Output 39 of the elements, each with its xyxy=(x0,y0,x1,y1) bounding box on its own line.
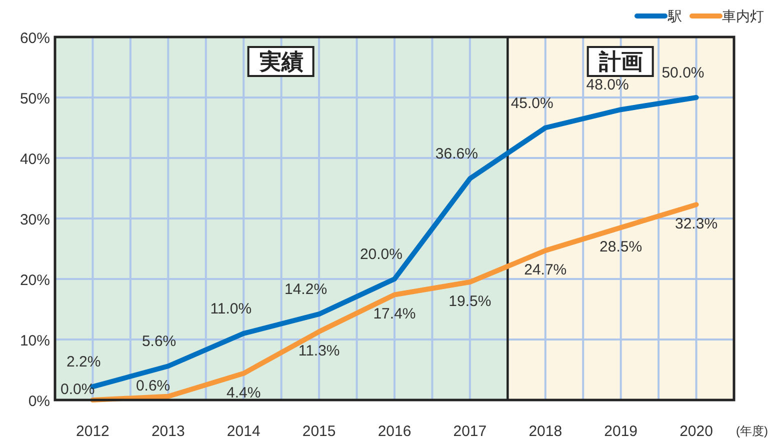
data-label: 14.2% xyxy=(284,281,328,298)
band-label: 実績 xyxy=(258,49,304,74)
legend-label: 駅 xyxy=(667,8,682,24)
y-tick-label: 60% xyxy=(20,30,50,47)
data-label: 0.0% xyxy=(60,381,95,398)
x-tick-label: 2014 xyxy=(226,423,260,438)
x-axis-title: (年度) xyxy=(736,424,768,438)
band-label: 計画 xyxy=(598,49,643,74)
y-tick-label: 50% xyxy=(20,90,50,108)
data-label: 0.6% xyxy=(136,377,170,394)
x-tick-label: 2015 xyxy=(302,423,336,438)
data-label: 28.5% xyxy=(600,238,642,256)
data-label: 36.6% xyxy=(435,146,478,163)
y-tick-label: 0% xyxy=(28,393,50,410)
data-label: 19.5% xyxy=(448,293,492,310)
legend-label: 車内灯 xyxy=(722,8,764,24)
data-label: 48.0% xyxy=(586,76,629,94)
y-tick-label: 40% xyxy=(20,151,50,168)
x-tick-label: 2020 xyxy=(680,423,713,438)
x-tick-label: 2016 xyxy=(378,423,412,438)
x-tick-label: 2018 xyxy=(528,423,562,438)
data-label: 5.6% xyxy=(142,333,176,350)
y-tick-label: 10% xyxy=(20,332,50,350)
x-tick-label: 2012 xyxy=(76,423,110,438)
x-tick-label: 2013 xyxy=(151,423,185,438)
data-label: 32.3% xyxy=(675,216,718,233)
data-label: 11.3% xyxy=(298,342,340,360)
data-label: 17.4% xyxy=(373,306,416,323)
data-label: 45.0% xyxy=(510,94,554,112)
x-tick-label: 2017 xyxy=(453,423,487,438)
x-tick-label: 2019 xyxy=(604,423,638,438)
data-label: 20.0% xyxy=(360,246,402,263)
data-label: 2.2% xyxy=(66,354,101,371)
y-tick-label: 30% xyxy=(20,212,50,228)
data-label: 50.0% xyxy=(662,64,704,82)
data-label: 11.0% xyxy=(210,300,252,318)
data-label: 4.4% xyxy=(226,384,261,402)
data-label: 24.7% xyxy=(524,262,567,279)
y-tick-label: 20% xyxy=(20,272,50,289)
